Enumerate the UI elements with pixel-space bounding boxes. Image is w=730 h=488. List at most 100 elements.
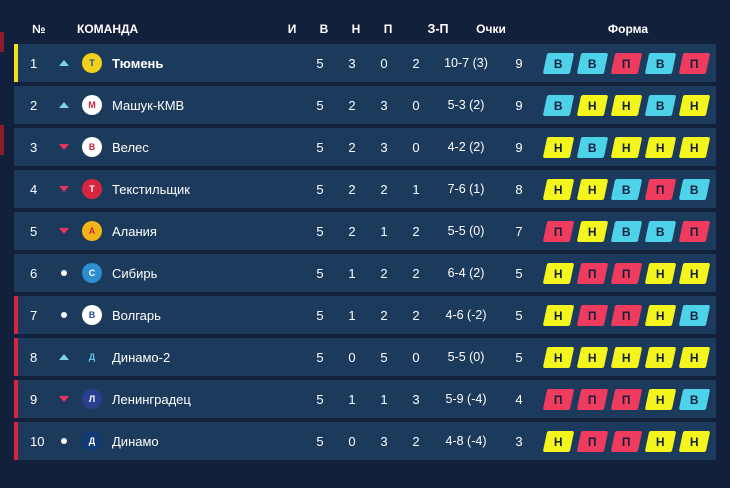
form-badge[interactable]: Н [610, 94, 643, 116]
form-badge[interactable]: П [610, 304, 643, 326]
form-badge-label: В [690, 308, 699, 322]
form-badge[interactable]: П [576, 388, 609, 410]
form-badge[interactable]: Н [678, 94, 711, 116]
form-badge[interactable]: Н [644, 430, 677, 452]
form-badge-label: П [554, 224, 563, 238]
form-badge-label: Н [588, 182, 597, 196]
form-badge[interactable]: Н [610, 136, 643, 158]
header-wins[interactable]: В [319, 22, 329, 36]
position-cell: 7 [30, 307, 38, 323]
form-badge[interactable]: П [542, 388, 575, 410]
points-cell: 7 [515, 223, 523, 239]
form-badge[interactable]: П [576, 430, 609, 452]
form-badge[interactable]: П [610, 52, 643, 74]
form-badge[interactable]: П [610, 430, 643, 452]
form-badge[interactable]: Н [576, 178, 609, 200]
form-badge[interactable]: П [542, 220, 575, 242]
form-badge[interactable]: Н [542, 346, 575, 368]
table-row[interactable]: 7 В Волгарь 5 1 2 2 4-6 (-2) 5 Н П П Н В [14, 296, 716, 334]
form-badge[interactable]: Н [542, 430, 575, 452]
form-badge[interactable]: В [644, 94, 677, 116]
form-badge[interactable]: П [610, 388, 643, 410]
games-cell: 5 [316, 307, 324, 323]
form-badge[interactable]: В [576, 52, 609, 74]
team-name[interactable]: Машук-КМВ [112, 97, 185, 113]
form-badge[interactable]: П [678, 220, 711, 242]
draws-cell: 5 [380, 349, 388, 365]
form-badge[interactable]: В [678, 388, 711, 410]
header-draws[interactable]: Н [351, 22, 361, 36]
table-row[interactable]: 4 Т Текстильщик 5 2 2 1 7-6 (1) 8 Н Н В П В [14, 170, 716, 208]
form-badge[interactable]: П [610, 262, 643, 284]
form-badge[interactable]: В [678, 178, 711, 200]
table-row[interactable]: 3 В Велес 5 2 3 0 4-2 (2) 9 Н В Н Н Н [14, 128, 716, 166]
form-badge[interactable]: Н [644, 136, 677, 158]
header-points[interactable]: Очки [476, 22, 506, 36]
table-row[interactable]: 2 М Машук-КМВ 5 2 3 0 5-3 (2) 9 В Н Н В Н [14, 86, 716, 124]
form-badge[interactable]: Н [678, 136, 711, 158]
team-name[interactable]: Тюмень [112, 55, 164, 71]
trend-same-icon [61, 270, 67, 276]
form-badge[interactable]: П [576, 262, 609, 284]
team-name[interactable]: Алания [112, 223, 157, 239]
form-badge[interactable]: П [644, 178, 677, 200]
header-team[interactable]: КОМАНДА [77, 22, 139, 36]
trend-cell [50, 354, 78, 360]
form-badge[interactable]: Н [644, 262, 677, 284]
form-badge[interactable]: Н [576, 346, 609, 368]
tekstilshchik-logo: Т [82, 179, 102, 199]
form-badge[interactable]: В [644, 52, 677, 74]
form-badge[interactable]: В [610, 220, 643, 242]
form-badge[interactable]: Н [644, 304, 677, 326]
form-badge[interactable]: Н [542, 304, 575, 326]
games-cell: 5 [316, 97, 324, 113]
draws-cell: 2 [380, 265, 388, 281]
form-badge[interactable]: П [576, 304, 609, 326]
form-badge[interactable]: В [542, 52, 575, 74]
form-badge[interactable]: Н [542, 136, 575, 158]
logo-cell: Т [78, 53, 106, 73]
form-badge[interactable]: В [610, 178, 643, 200]
team-name[interactable]: Волгарь [112, 307, 161, 323]
header-losses[interactable]: П [383, 22, 393, 36]
form-badge[interactable]: Н [576, 94, 609, 116]
form-badge[interactable]: Н [678, 430, 711, 452]
wins-cell: 3 [348, 55, 356, 71]
table-row[interactable]: 6 С Сибирь 5 1 2 2 6-4 (2) 5 Н П П Н Н [14, 254, 716, 292]
table-row[interactable]: 5 А Алания 5 2 1 2 5-5 (0) 7 П Н В В П [14, 212, 716, 250]
team-name[interactable]: Сибирь [112, 265, 158, 281]
form-badge[interactable]: В [576, 136, 609, 158]
losses-cell: 1 [412, 181, 420, 197]
form-badge[interactable]: Н [542, 262, 575, 284]
left-accent-mark [0, 125, 4, 155]
table-row[interactable]: 1 Т Тюмень 5 3 0 2 10-7 (3) 9 В В П В П [14, 44, 716, 82]
header-goals[interactable]: З-П [427, 22, 449, 36]
position-cell: 3 [30, 139, 38, 155]
form-badge[interactable]: Н [678, 346, 711, 368]
team-name[interactable]: Динамо [112, 433, 159, 449]
form-badge-label: Н [622, 140, 631, 154]
form-badge[interactable]: Н [678, 262, 711, 284]
table-row[interactable]: 9 Л Ленинградец 5 1 1 3 5-9 (-4) 4 П П П Н В [14, 380, 716, 418]
logo-cell: Д [78, 347, 106, 367]
form-badge[interactable]: Н [644, 388, 677, 410]
table-row[interactable]: 8 Д Динамо-2 5 0 5 0 5-5 (0) 5 Н Н Н Н Н [14, 338, 716, 376]
table-row[interactable]: 10 Д Динамо 5 0 3 2 4-8 (-4) 3 Н П П Н Н [14, 422, 716, 460]
draws-cell: 3 [380, 139, 388, 155]
form-badge[interactable]: П [678, 52, 711, 74]
form-badge[interactable]: В [542, 94, 575, 116]
team-name[interactable]: Текстильщик [112, 181, 190, 197]
losses-cell: 2 [412, 55, 420, 71]
team-name[interactable]: Велес [112, 139, 149, 155]
form-badge[interactable]: Н [610, 346, 643, 368]
form-badge[interactable]: Н [542, 178, 575, 200]
form-badge[interactable]: В [678, 304, 711, 326]
form-badge[interactable]: Н [576, 220, 609, 242]
team-name[interactable]: Динамо-2 [112, 349, 171, 365]
form-badge[interactable]: В [644, 220, 677, 242]
trend-cell [50, 186, 78, 192]
team-name[interactable]: Ленинградец [112, 391, 191, 407]
form-badge[interactable]: Н [644, 346, 677, 368]
header-games[interactable]: И [287, 22, 297, 36]
